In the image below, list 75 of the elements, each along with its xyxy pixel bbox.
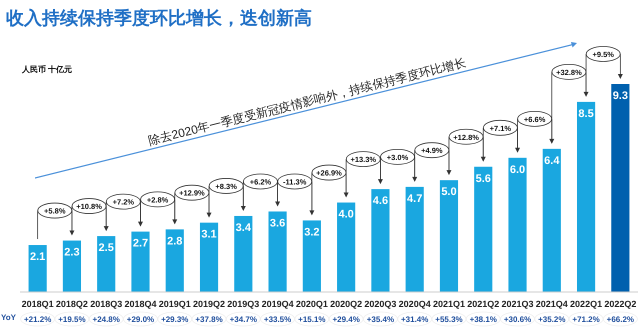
bar (576, 102, 596, 292)
data-label: 4.6 (372, 195, 388, 208)
data-label: 3.6 (270, 217, 286, 230)
y-axis-title: 人民币 十亿元 (21, 65, 72, 74)
bar (200, 222, 218, 292)
bar (97, 236, 116, 292)
text: +35.4% (366, 315, 394, 324)
text: +29.3% (161, 315, 188, 324)
text: +15.1% (298, 315, 326, 324)
data-label: 5.6 (476, 172, 491, 185)
x-tick-label: 2019Q2 (193, 299, 226, 309)
x-tick-label: 2021Q4 (536, 299, 568, 309)
data-label: 6.4 (544, 154, 560, 167)
bar (302, 220, 321, 292)
data-label: 3.2 (304, 226, 320, 238)
chart-title: 收入持续保持季度环比增长，迭创新高 (6, 8, 312, 28)
bar (508, 158, 527, 292)
text: +21.2% (24, 315, 52, 324)
data-label: 4.7 (407, 192, 422, 205)
bar (337, 202, 356, 292)
text: +71.2% (572, 315, 600, 324)
x-tick-label: 2021Q3 (502, 299, 534, 309)
data-label: 3.1 (201, 228, 217, 241)
data-label: 6.0 (510, 164, 526, 176)
data-label: 2.1 (30, 251, 46, 264)
x-tick-label: 2018Q2 (56, 299, 88, 309)
text: +34.7% (230, 315, 257, 324)
text: YoY (1, 313, 17, 322)
bar (28, 245, 47, 292)
bar (268, 211, 287, 292)
bar (234, 216, 252, 292)
text: +37.8% (195, 315, 223, 324)
bar (542, 148, 561, 292)
x-tick-label: 2021Q2 (467, 299, 500, 309)
bar (166, 229, 184, 292)
text: +30.6% (504, 315, 532, 324)
text: +33.5% (264, 315, 292, 324)
text: +31.4% (401, 315, 428, 324)
text: +24.8% (92, 315, 120, 324)
bar (440, 180, 458, 292)
bar (611, 84, 630, 292)
x-tick-label: 2019Q3 (227, 299, 260, 309)
x-tick-label: 2020Q2 (330, 299, 362, 309)
bar (371, 189, 390, 292)
bar (62, 240, 82, 292)
x-tick-label: 2020Q4 (398, 299, 431, 309)
data-label: 3.4 (236, 222, 252, 234)
bar (406, 186, 424, 292)
x-tick-label: 2019Q1 (158, 299, 191, 309)
text: +19.5% (58, 315, 86, 324)
text: +66.2% (606, 315, 634, 324)
x-tick-label: 2022Q2 (604, 299, 636, 309)
x-tick-label: 2020Q1 (296, 299, 328, 309)
bar (131, 232, 150, 292)
text: +29.4% (332, 315, 360, 324)
text: +38.1% (470, 315, 497, 324)
text: +55.3% (435, 315, 463, 324)
bar (474, 166, 492, 292)
x-tick-label: 2018Q3 (90, 299, 122, 309)
x-tick-label: 2018Q4 (124, 299, 156, 309)
data-label: 5.0 (441, 186, 457, 198)
data-label: 9.3 (612, 90, 628, 102)
data-label: 2.8 (167, 235, 182, 248)
data-label: 4.0 (338, 208, 354, 221)
x-tick-label: 2021Q1 (432, 299, 465, 309)
text: +35.2% (538, 315, 566, 324)
data-label: 8.5 (578, 108, 594, 120)
x-tick-label: 2019Q4 (262, 299, 294, 309)
x-tick-label: 2020Q3 (364, 299, 396, 309)
x-tick-label: 2022Q1 (570, 299, 602, 309)
data-label: 2.7 (132, 238, 148, 250)
text: +29.0% (126, 315, 154, 324)
data-label: 2.5 (98, 242, 114, 254)
data-label: 2.3 (64, 246, 80, 259)
x-tick-label: 2018Q1 (22, 299, 54, 309)
